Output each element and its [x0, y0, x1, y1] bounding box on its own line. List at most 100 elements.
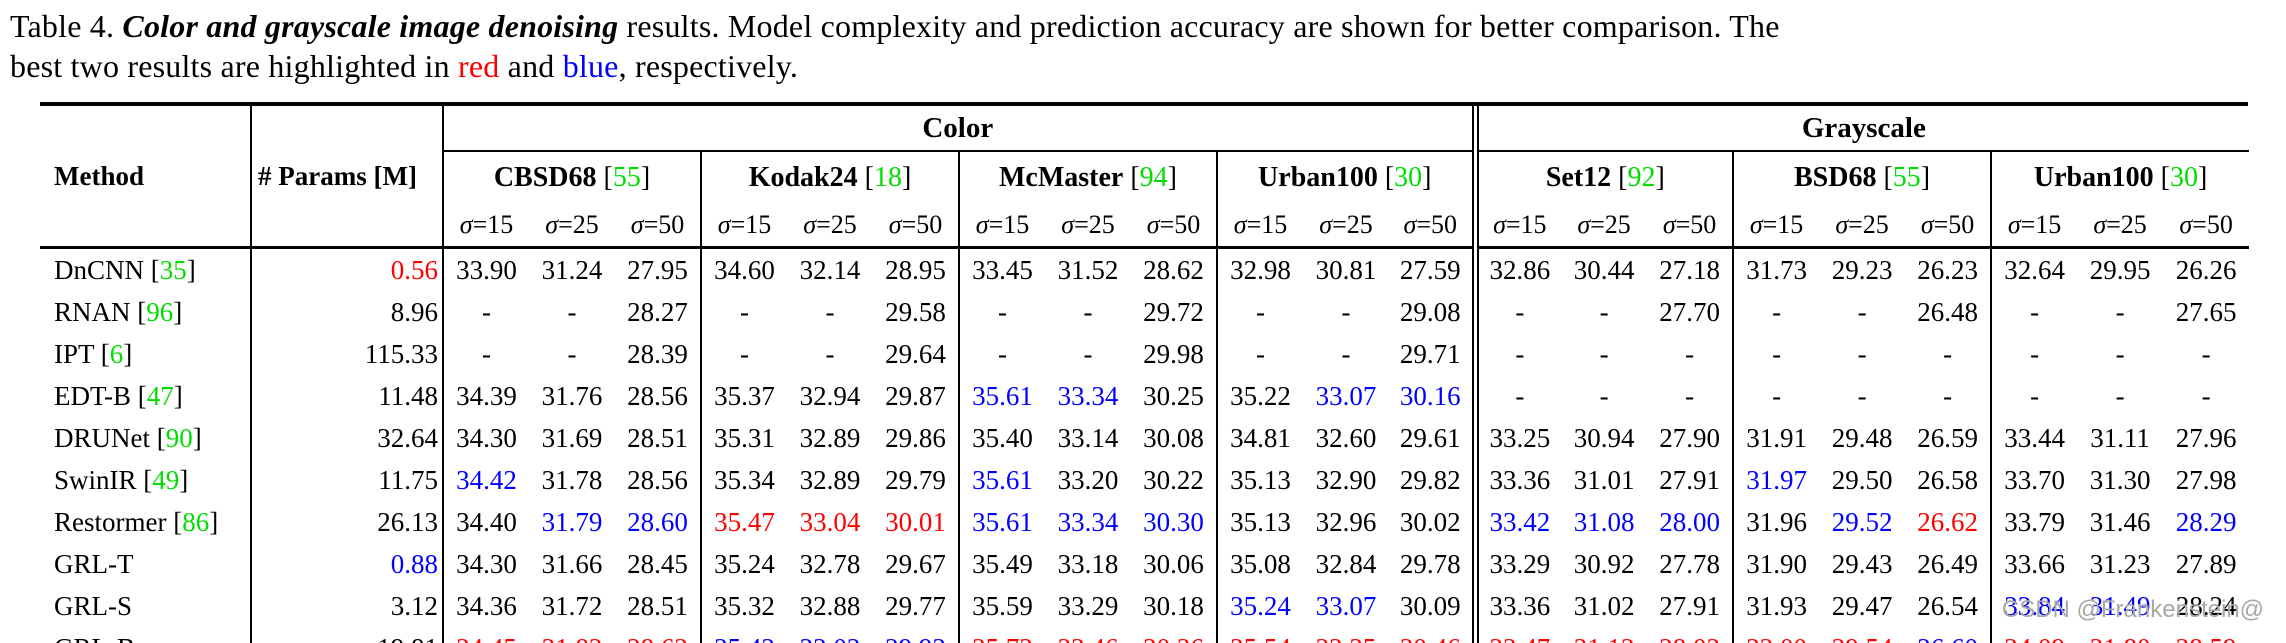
value-cell: 35.43: [701, 627, 787, 643]
value-cell: -: [1515, 381, 1525, 411]
value-cell: 33.20: [1057, 465, 1119, 495]
value-cell: 29.54: [1819, 627, 1906, 643]
dataset-name: McMaster: [998, 162, 1124, 193]
sigma-header: σ=25: [1577, 210, 1631, 239]
results-table-wrapper: Method # Params [M] Color Grayscale CBSD68 […: [40, 102, 2250, 643]
value-cell: 31.91: [1746, 423, 1807, 453]
table-row: RNAN [96] 8.96 - - 28.27 - - 29.58 - - 29.72 - - 29.0…: [40, 291, 2249, 333]
citation-link[interactable]: 86: [182, 507, 210, 537]
value-cell: 31.73: [1746, 255, 1807, 285]
citation-link[interactable]: 94: [1139, 162, 1168, 193]
value-cell: 27.18: [1647, 247, 1735, 291]
value-cell: 35.22: [1230, 381, 1291, 411]
results-table: Method # Params [M] Color Grayscale CBSD68 […: [40, 106, 2250, 643]
method-cell: SwinIR [49]: [40, 459, 252, 501]
value-cell: -: [1857, 339, 1867, 369]
citation-link[interactable]: 49: [152, 465, 180, 495]
value-cell: -: [2030, 339, 2040, 369]
value-cell: 35.73: [959, 627, 1045, 643]
value-cell: -: [482, 339, 491, 369]
value-cell: -: [1647, 333, 1735, 375]
value-cell: 30.25: [1131, 375, 1218, 417]
watermark: CSDN @Frankenstein@: [2001, 596, 2264, 623]
sigma-header: σ=50: [1389, 204, 1479, 248]
sigma-header: σ=25: [1319, 210, 1373, 239]
citation-link[interactable]: 55: [612, 162, 641, 193]
value-cell: -: [1599, 381, 1609, 411]
citation-link[interactable]: 90: [165, 423, 193, 453]
table-row: IPT [6] 115.33 - - 28.39 - - 29.64 - - 29.98 - - 29.7…: [40, 333, 2249, 375]
value-cell: -: [825, 339, 835, 369]
value-cell: 32.88: [799, 591, 861, 621]
citation-link[interactable]: 47: [146, 381, 174, 411]
dataset-name: Set12: [1545, 162, 1612, 193]
value-cell: 33.42: [1489, 507, 1551, 537]
value-cell: 30.22: [1131, 459, 1218, 501]
header-method: Method: [40, 106, 252, 248]
citation-link[interactable]: 6: [109, 339, 124, 369]
value-cell: 29.82: [1389, 459, 1479, 501]
value-cell: 27.91: [1647, 459, 1735, 501]
value-cell: 33.29: [1489, 549, 1551, 579]
value-cell: 29.52: [1831, 507, 1893, 537]
value-cell: 35.24: [1230, 591, 1291, 621]
value-cell: 31.30: [2089, 465, 2151, 495]
value-cell: 30.30: [1131, 501, 1218, 543]
value-cell: 34.45: [443, 627, 529, 643]
value-cell: 31.82: [529, 627, 615, 643]
params-cell: 11.48: [251, 375, 444, 417]
table-row: GRL-S 3.12 34.36 31.72 28.51 35.32 32.88 29.77 3…: [40, 585, 2249, 627]
value-cell: 26.60: [1905, 627, 1993, 643]
citation-link[interactable]: 55: [1892, 162, 1921, 193]
value-cell: 32.98: [1230, 255, 1291, 285]
sigma-header: σ=25: [1061, 210, 1115, 239]
value-cell: 35.32: [714, 591, 775, 621]
caption-line-2: best two results are highlighted in red …: [10, 46, 2278, 86]
value-cell: 32.00: [1733, 627, 1820, 643]
citation-link[interactable]: 35: [159, 255, 187, 285]
value-cell: 31.12: [1561, 627, 1648, 643]
dataset-kodak24: Kodak24 [18]: [701, 151, 960, 204]
value-cell: -: [2030, 381, 2040, 411]
value-cell: 29.87: [873, 375, 960, 417]
citation-link[interactable]: 18: [873, 162, 902, 193]
sigma-header: σ=50: [615, 204, 702, 248]
value-cell: 33.45: [972, 255, 1033, 285]
value-cell: 28.29: [2175, 507, 2237, 537]
value-cell: 27.70: [1647, 291, 1735, 333]
value-cell: 34.42: [456, 465, 517, 495]
value-cell: 29.47: [1831, 591, 1893, 621]
value-cell: 30.01: [873, 501, 960, 543]
value-cell: 33.04: [799, 507, 861, 537]
dataset-urban100: Urban100 [30]: [2033, 162, 2208, 193]
sigma-header: σ=15: [1749, 210, 1804, 239]
value-cell: 26.59: [1905, 417, 1993, 459]
table-row: GRL-T 0.88 34.30 31.66 28.45 35.24 32.78 29.67 3…: [40, 543, 2249, 585]
sigma-header: σ=15: [459, 210, 514, 239]
value-cell: 31.11: [2090, 423, 2150, 453]
method-cell: EDT-B [47]: [40, 375, 252, 417]
params-cell: 26.13: [251, 501, 444, 543]
value-cell: 34.39: [456, 381, 517, 411]
value-cell: 30.16: [1389, 375, 1479, 417]
value-cell: 33.46: [1045, 627, 1131, 643]
citation-link[interactable]: 92: [1627, 162, 1656, 193]
citation-link[interactable]: 30: [1394, 162, 1423, 193]
value-cell: 35.59: [972, 591, 1033, 621]
value-cell: 35.61: [972, 507, 1033, 537]
dataset-set12: Set12 [92]: [1475, 151, 1735, 204]
citation-link[interactable]: 96: [146, 297, 174, 327]
value-cell: 35.08: [1230, 549, 1291, 579]
value-cell: 29.78: [1389, 543, 1479, 585]
value-cell: 35.13: [1230, 465, 1291, 495]
value-cell: 31.76: [541, 381, 603, 411]
sigma-header: σ=15: [2007, 210, 2062, 239]
value-cell: -: [1256, 297, 1265, 327]
value-cell: 28.51: [615, 585, 702, 627]
value-cell: 32.89: [799, 423, 861, 453]
table-caption: Table 4. Color and grayscale image denoi…: [0, 0, 2286, 86]
citation-link[interactable]: 30: [2169, 162, 2198, 193]
dataset-name: CBSD68: [493, 162, 597, 193]
value-cell: 32.84: [1315, 549, 1377, 579]
method-cell: Restormer [86]: [40, 501, 252, 543]
